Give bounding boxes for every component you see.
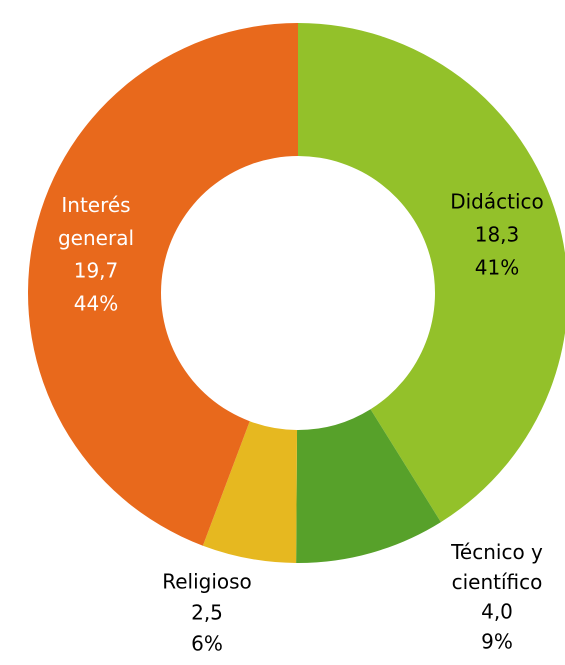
donut-segment xyxy=(202,421,298,563)
value-label: 19,7 xyxy=(74,259,119,283)
value-label: 18,3 xyxy=(475,223,520,247)
category-label: Técnico y científico xyxy=(450,540,543,594)
label-line: general xyxy=(58,226,134,250)
percent-label: 44% xyxy=(74,292,118,316)
label-line: Interés xyxy=(61,193,130,217)
label-line: Técnico y xyxy=(450,540,543,564)
label-line: científico xyxy=(452,570,543,594)
percent-label: 41% xyxy=(475,256,519,280)
percent-label: 9% xyxy=(481,630,513,654)
value-label: 4,0 xyxy=(481,600,513,624)
donut-segment xyxy=(298,23,565,523)
percent-label: 6% xyxy=(191,632,223,656)
category-label: Didáctico xyxy=(450,190,544,214)
value-label: 2,5 xyxy=(191,601,223,625)
donut-segment xyxy=(27,23,298,546)
donut-segment xyxy=(296,409,441,563)
category-label: Religioso xyxy=(162,570,252,594)
category-label: Interés general xyxy=(58,193,134,250)
